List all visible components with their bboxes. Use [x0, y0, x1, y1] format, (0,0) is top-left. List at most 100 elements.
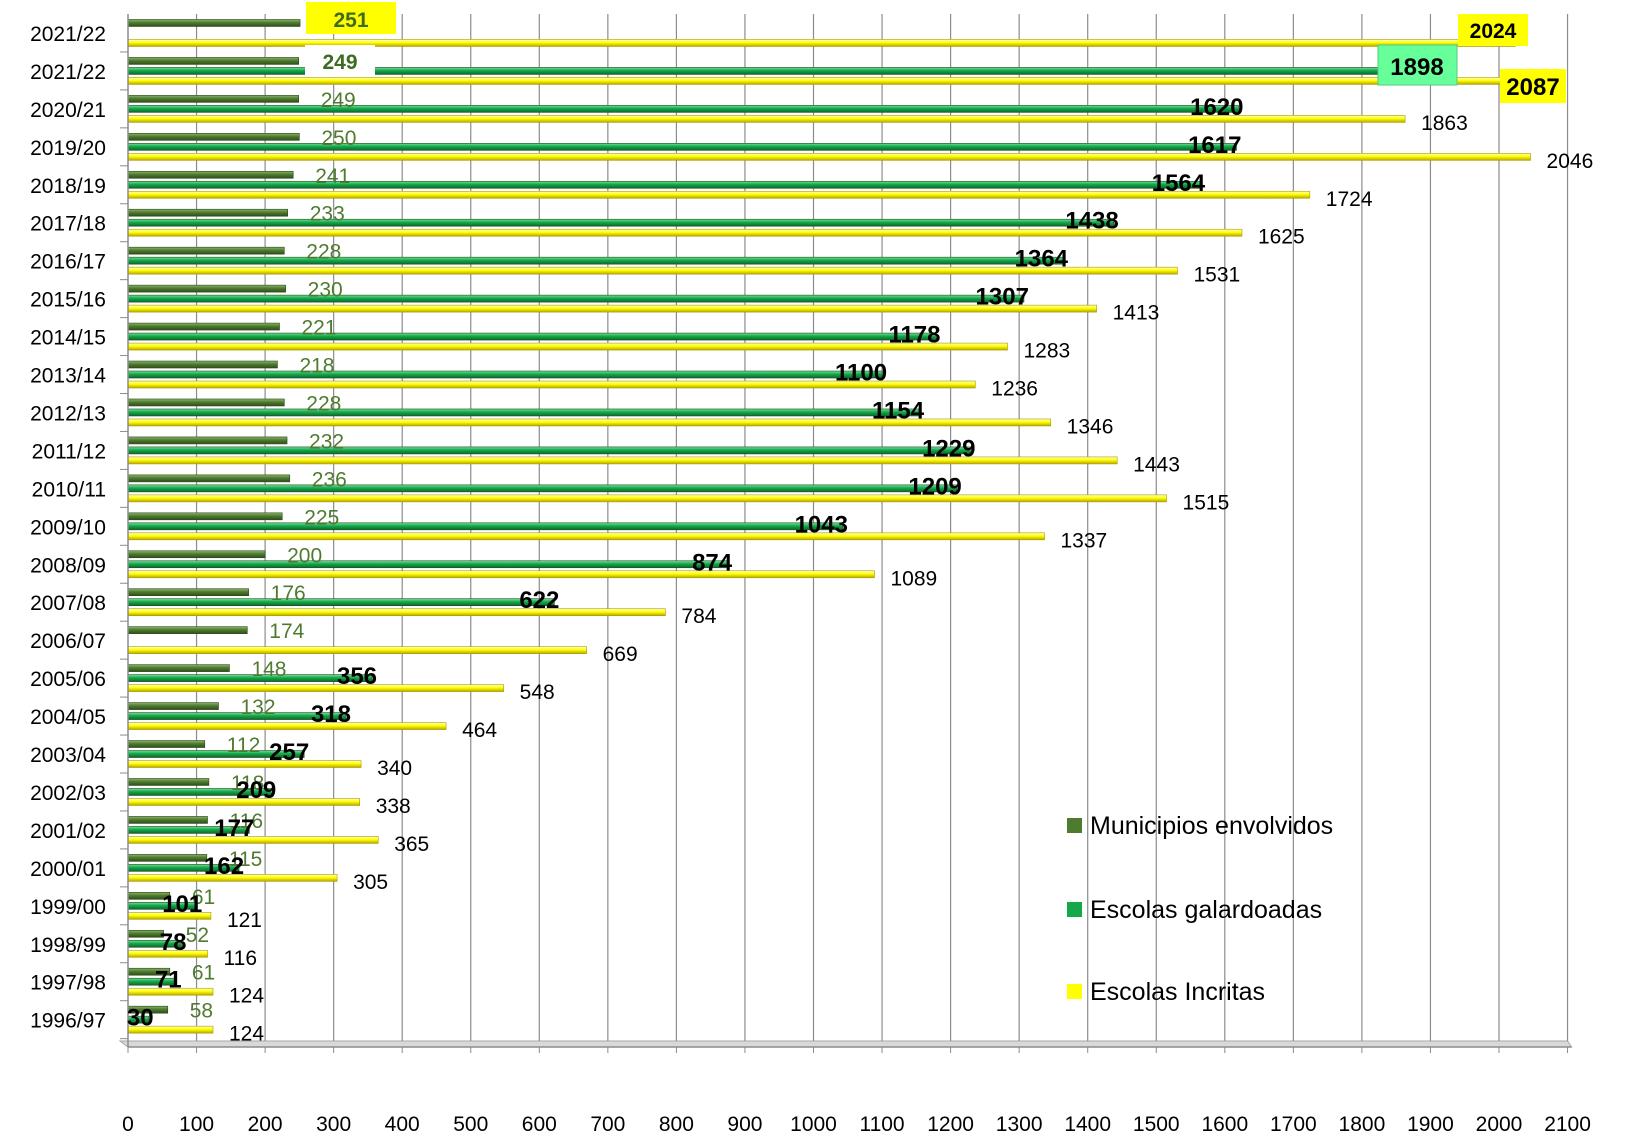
- bar-municipios-envolvidos: [127, 398, 285, 407]
- data-label: 78: [160, 929, 187, 956]
- data-label: 249: [321, 89, 356, 112]
- category-label: 2004/05: [30, 706, 106, 729]
- category-label: 2000/01: [30, 858, 106, 881]
- bar-escolas-incritas: [127, 153, 1531, 161]
- category-label: 2013/14: [30, 365, 106, 388]
- data-label-box: [306, 2, 396, 34]
- data-label: 121: [227, 909, 262, 932]
- data-label: 1043: [795, 511, 848, 538]
- x-tick-label: 900: [727, 1113, 762, 1136]
- bar-escolas-galardoadas: [127, 332, 936, 341]
- bar-escolas-incritas: [127, 608, 666, 617]
- data-label: 1337: [1061, 529, 1108, 552]
- category-label: 2017/18: [30, 213, 106, 236]
- data-label: 1531: [1194, 264, 1241, 287]
- data-label: 1089: [891, 567, 938, 590]
- data-label-box: [1500, 69, 1566, 103]
- category-label: 1996/97: [30, 1010, 106, 1033]
- data-label: 251: [333, 9, 368, 32]
- bar-escolas-incritas: [127, 760, 362, 768]
- data-label: 124: [229, 985, 264, 1008]
- data-label: 257: [269, 739, 309, 766]
- category-label: 2015/16: [30, 289, 106, 312]
- data-label: 1364: [1015, 246, 1069, 273]
- data-label: 340: [377, 757, 412, 780]
- data-label: 1236: [991, 378, 1038, 401]
- category-label: 2012/13: [30, 402, 106, 425]
- bar-municipios-envolvidos: [127, 57, 299, 65]
- x-tick-label: 1000: [790, 1113, 837, 1136]
- bar-municipios-envolvidos: [127, 133, 300, 141]
- data-label: 1515: [1183, 491, 1230, 514]
- category-label: 1998/99: [30, 934, 106, 957]
- data-label: 1625: [1258, 226, 1305, 249]
- data-label: 116: [224, 947, 257, 970]
- bar-escolas-incritas: [127, 494, 1167, 503]
- data-label: 115: [229, 848, 262, 871]
- x-tick-label: 1700: [1270, 1113, 1317, 1136]
- category-label: 2011/12: [32, 440, 106, 463]
- data-label: 200: [287, 544, 322, 567]
- category-label: 2003/04: [30, 744, 106, 767]
- data-label: 2046: [1547, 150, 1594, 173]
- x-tick-label: 400: [385, 1113, 420, 1136]
- bar-escolas-galardoadas: [127, 484, 958, 493]
- bar-escolas-incritas: [127, 190, 1311, 199]
- bar-municipios-envolvidos: [127, 929, 164, 938]
- x-tick-label: 200: [248, 1113, 283, 1136]
- bar-escolas-galardoadas: [127, 408, 920, 417]
- data-label: 209: [236, 777, 276, 804]
- data-label: 365: [394, 833, 429, 856]
- bar-escolas-galardoadas: [127, 218, 1115, 227]
- category-label: 1999/00: [30, 896, 106, 919]
- legend-swatch: [1067, 984, 1082, 999]
- bar-municipios-envolvidos: [127, 626, 248, 634]
- x-tick-label: 1200: [927, 1113, 974, 1136]
- data-label: 124: [229, 1023, 264, 1046]
- bar-municipios-envolvidos: [127, 208, 289, 217]
- bar-escolas-galardoadas: [127, 370, 883, 379]
- data-label: 2024: [1470, 20, 1517, 43]
- bar-municipios-envolvidos: [127, 474, 291, 483]
- category-label: 2021/22: [30, 61, 106, 84]
- category-label: 2002/03: [30, 782, 106, 805]
- data-label: 174: [269, 620, 304, 643]
- bar-municipios-envolvidos: [127, 95, 299, 103]
- data-label: 1438: [1065, 208, 1118, 235]
- legend-label: Escolas Incritas: [1090, 978, 1265, 1006]
- bar-municipios-envolvidos: [127, 19, 301, 27]
- data-label: 101: [162, 891, 202, 918]
- data-label: 228: [306, 241, 341, 264]
- bar-municipios-envolvidos: [127, 778, 210, 786]
- x-tick-label: 1900: [1407, 1113, 1454, 1136]
- data-label: 230: [308, 279, 343, 302]
- bar-municipios-envolvidos: [127, 436, 288, 445]
- axes-layer: [120, 14, 1572, 1053]
- bar-escolas-incritas: [127, 77, 1559, 85]
- x-tick-label: 600: [522, 1113, 557, 1136]
- bar-escolas-galardoadas: [127, 674, 373, 682]
- bar-escolas-incritas: [127, 570, 875, 579]
- category-label: 2016/17: [30, 251, 106, 274]
- data-label: 71: [155, 967, 182, 994]
- data-label: 52: [186, 924, 209, 947]
- bar-escolas-incritas: [127, 684, 504, 692]
- bar-municipios-envolvidos: [127, 360, 278, 369]
- x-tick-label: 700: [590, 1113, 625, 1136]
- category-label: 2018/19: [30, 175, 106, 198]
- bar-municipios-envolvidos: [127, 322, 280, 331]
- data-label: 250: [321, 127, 356, 150]
- bar-escolas-galardoadas: [127, 598, 555, 607]
- bar-municipios-envolvidos: [127, 170, 294, 179]
- bar-municipios-envolvidos: [127, 664, 230, 672]
- data-label: 58: [190, 1000, 213, 1023]
- data-label: 116: [230, 810, 263, 833]
- x-tick-label: 100: [179, 1113, 214, 1136]
- data-label: 1863: [1421, 112, 1468, 135]
- bar-municipios-envolvidos: [127, 854, 208, 862]
- data-label: 1443: [1133, 453, 1180, 476]
- legend-label: Escolas galardoadas: [1090, 896, 1322, 924]
- x-tick-label: 1300: [996, 1113, 1043, 1136]
- data-label: 148: [251, 658, 286, 681]
- data-label: 132: [240, 696, 275, 719]
